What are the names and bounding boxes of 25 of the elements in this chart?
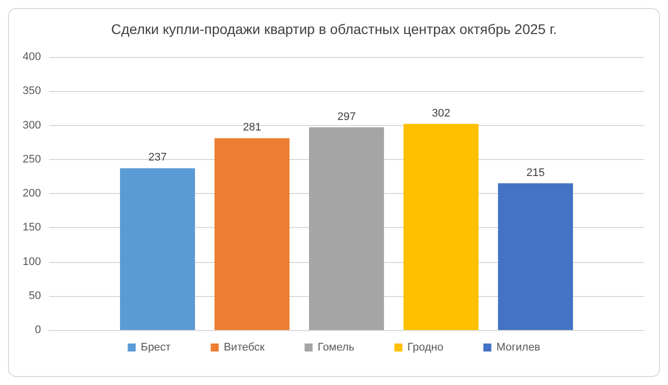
- legend-label: Могилев: [496, 342, 540, 354]
- legend-label: Гомель: [318, 342, 355, 354]
- y-tick-label: 300: [22, 119, 41, 132]
- y-tick-label: 100: [22, 256, 41, 268]
- legend-label: Гродно: [407, 342, 444, 354]
- data-label: 297: [337, 110, 356, 123]
- data-label: 302: [432, 107, 450, 120]
- data-label: 215: [526, 166, 545, 179]
- y-tick-label: 200: [22, 188, 41, 200]
- y-tick-label: 0: [34, 324, 41, 336]
- y-tick-label: 350: [22, 85, 41, 98]
- chart-title: Сделки купли-продажи квартир в областных центрах октябрь 2025 г.: [111, 21, 557, 37]
- bar: [309, 127, 384, 330]
- y-tick-label: 150: [22, 222, 41, 234]
- legend-label: Брест: [140, 342, 171, 354]
- y-tick-label: 50: [28, 290, 41, 302]
- bar: [498, 183, 573, 330]
- legend-label: Витебск: [224, 342, 265, 354]
- data-label: 237: [148, 152, 167, 164]
- bar: [404, 124, 478, 330]
- bar: [214, 138, 290, 330]
- bar: [120, 168, 195, 330]
- y-tick-label: 250: [22, 153, 41, 166]
- y-tick-label: 400: [22, 51, 41, 63]
- data-label: 281: [242, 122, 262, 134]
